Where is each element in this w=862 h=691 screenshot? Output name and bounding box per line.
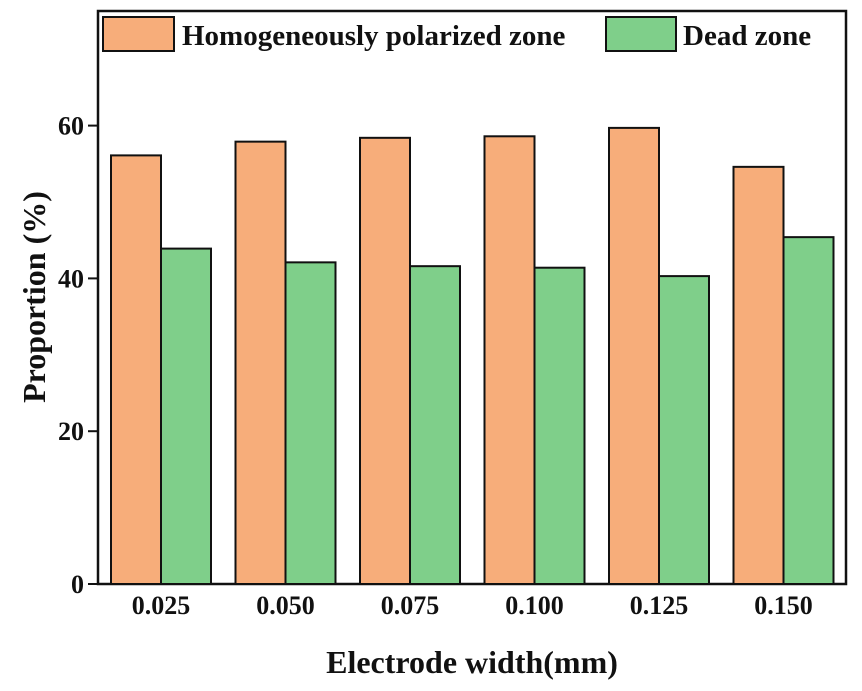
- legend-swatch-homogeneous: [102, 16, 175, 52]
- y-tick-label-0: 0: [71, 570, 84, 599]
- x-tick-label-0.150: 0.150: [754, 591, 813, 620]
- legend-label-dead: Dead zone: [683, 20, 811, 52]
- y-axis-title: Proportion (%): [16, 191, 52, 403]
- y-tick-label-60: 60: [58, 112, 84, 141]
- x-axis-ticks: 0.025 0.050 0.075 0.100 0.125 0.150: [132, 591, 813, 620]
- bar-dead-zone-0.125: [658, 275, 710, 585]
- bar-homogeneously-polarized-zone-0.025: [110, 154, 162, 585]
- x-tick-label-0.125: 0.125: [630, 591, 689, 620]
- bar-homogeneously-polarized-zone-0.150: [732, 165, 785, 586]
- bars-group: [110, 126, 835, 586]
- y-tick-label-40: 40: [58, 264, 84, 293]
- x-tick-label-0.075: 0.075: [381, 591, 440, 620]
- y-axis-ticks: 0 20 40 60: [58, 112, 98, 599]
- y-tick-label-20: 20: [58, 417, 84, 446]
- legend-swatch-dead: [605, 16, 677, 52]
- bar-dead-zone-0.150: [782, 236, 835, 585]
- bar-dead-zone-0.100: [533, 266, 586, 585]
- bar-dead-zone-0.025: [160, 247, 212, 585]
- x-tick-label-0.025: 0.025: [132, 591, 191, 620]
- bar-homogeneously-polarized-zone-0.075: [359, 136, 411, 585]
- bar-dead-zone-0.050: [284, 261, 337, 585]
- bar-homogeneously-polarized-zone-0.125: [608, 126, 660, 585]
- bar-homogeneously-polarized-zone-0.050: [234, 140, 287, 585]
- legend: Homogeneously polarized zone Dead zone: [102, 16, 811, 52]
- legend-label-homogeneous: Homogeneously polarized zone: [182, 20, 566, 52]
- x-tick-label-0.100: 0.100: [505, 591, 564, 620]
- x-tick-label-0.050: 0.050: [256, 591, 315, 620]
- bar-dead-zone-0.075: [409, 265, 461, 585]
- x-axis-title: Electrode width(mm): [326, 644, 618, 680]
- bar-homogeneously-polarized-zone-0.100: [483, 135, 536, 586]
- plot-frame: [96, 9, 848, 586]
